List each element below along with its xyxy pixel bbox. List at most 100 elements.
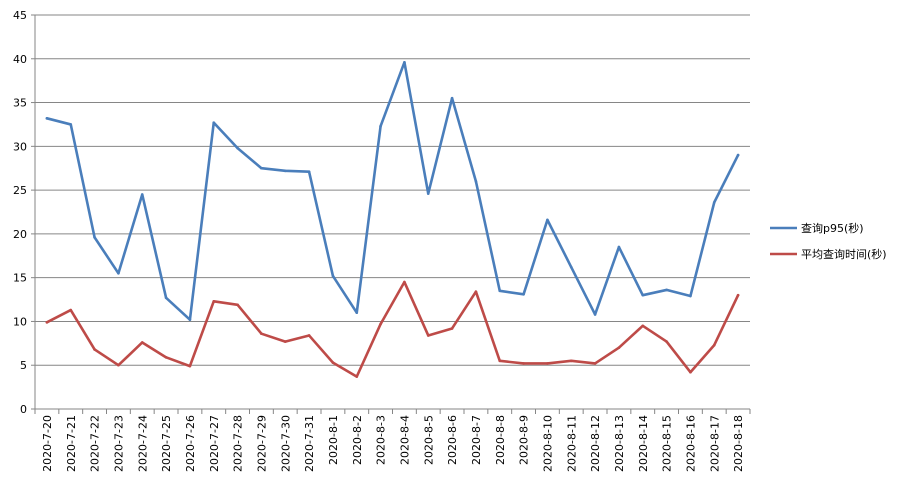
data-point (93, 348, 96, 351)
data-point (355, 375, 359, 378)
data-point (617, 245, 621, 249)
data-point (546, 218, 549, 222)
gridlines (35, 14, 750, 366)
x-tick-label: 2020-7-24 (136, 415, 149, 472)
x-tick-label: 2020-8-4 (398, 415, 411, 465)
data-point (307, 334, 311, 337)
x-tick-label: 2020-7-22 (89, 415, 102, 472)
data-point (307, 170, 311, 174)
data-point (45, 117, 49, 120)
y-tick-label: 15 (13, 272, 27, 285)
data-point (45, 321, 49, 324)
data-point (522, 293, 525, 296)
data-point (69, 308, 73, 312)
data-point (474, 290, 478, 293)
data-point (689, 294, 692, 298)
series-line-2 (45, 280, 740, 378)
data-point (426, 334, 430, 337)
data-point (164, 296, 168, 300)
data-point (140, 193, 144, 196)
x-tick-label: 2020-7-23 (112, 415, 125, 472)
legend-label: 查询p95(秒) (801, 221, 864, 235)
y-tick-label: 30 (13, 140, 27, 153)
x-axis: 2020-7-20 2020-7-21 2020-7-22 2020-7-23 2020… (34, 408, 751, 472)
x-tick-label: 2020-8-13 (613, 415, 626, 472)
data-point (498, 289, 502, 293)
y-tick-label: 5 (20, 359, 27, 372)
data-point (569, 359, 573, 363)
y-axis: 0 5 10 15 20 25 30 35 40 45 (13, 9, 36, 416)
x-tick-label: 2020-8-17 (708, 415, 721, 472)
y-tick-label: 20 (13, 228, 27, 241)
y-tick-label: 40 (13, 53, 27, 66)
x-tick-label: 2020-7-30 (279, 415, 292, 472)
data-point (283, 340, 287, 343)
x-tick-label: 2020-7-21 (65, 415, 78, 472)
data-point (260, 166, 263, 170)
data-point (260, 332, 263, 336)
x-tick-label: 2020-8-7 (470, 415, 483, 465)
x-tick-label: 2020-7-31 (303, 415, 316, 472)
data-point (379, 124, 382, 128)
data-point (641, 324, 645, 328)
data-point (546, 362, 549, 365)
x-tick-label: 2020-8-16 (684, 415, 697, 472)
data-point (617, 346, 621, 350)
y-tick-label: 45 (13, 9, 27, 22)
x-tick-label: 2020-7-27 (208, 415, 221, 472)
data-point (426, 192, 430, 195)
data-point (403, 280, 406, 284)
data-point (283, 169, 287, 173)
data-point (331, 361, 335, 364)
data-point (236, 146, 239, 150)
x-tick-label: 2020-8-3 (375, 415, 388, 465)
data-point (236, 303, 239, 307)
data-point (712, 343, 716, 347)
data-point (569, 265, 573, 269)
x-tick-label: 2020-7-26 (184, 415, 197, 472)
x-tick-label: 2020-8-6 (446, 415, 459, 465)
x-tick-label: 2020-7-29 (255, 415, 268, 472)
data-point (736, 293, 740, 297)
x-tick-label: 2020-8-18 (732, 415, 745, 472)
y-tick-label: 10 (13, 315, 27, 328)
data-point (593, 313, 597, 316)
data-point (712, 201, 716, 204)
data-point (355, 311, 359, 314)
x-tick-label: 2020-7-25 (160, 415, 173, 472)
x-tick-label: 2020-8-9 (518, 415, 531, 465)
y-tick-label: 0 (20, 403, 27, 416)
data-point (689, 370, 692, 374)
data-point (450, 96, 454, 100)
data-point (450, 327, 454, 330)
x-tick-label: 2020-8-15 (661, 415, 674, 472)
data-point (117, 363, 120, 367)
x-tick-label: 2020-8-5 (422, 415, 435, 465)
data-point (665, 288, 668, 292)
x-tick-label: 2020-8-11 (565, 415, 578, 472)
x-tick-label: 2020-8-12 (589, 415, 602, 472)
x-tick-label: 2020-7-20 (41, 415, 54, 472)
y-tick-label: 25 (13, 184, 27, 197)
y-tick-label: 35 (13, 97, 27, 110)
data-point (736, 153, 740, 157)
x-tick-label: 2020-8-14 (637, 415, 650, 472)
data-point (188, 364, 192, 368)
data-point (188, 318, 192, 321)
data-point (498, 359, 502, 363)
data-point (522, 362, 525, 365)
x-tick-label: 2020-8-8 (494, 415, 507, 465)
x-tick-label: 2020-8-10 (541, 415, 554, 472)
series-group (45, 60, 740, 378)
data-point (331, 274, 335, 278)
data-point (379, 322, 382, 326)
data-point (403, 60, 406, 64)
data-point (117, 271, 120, 275)
data-point (212, 300, 216, 303)
data-point (140, 341, 144, 344)
legend: 查询p95(秒) 平均查询时间(秒) (770, 221, 887, 261)
x-tick-label: 2020-8-1 (327, 415, 340, 465)
data-point (69, 123, 73, 126)
